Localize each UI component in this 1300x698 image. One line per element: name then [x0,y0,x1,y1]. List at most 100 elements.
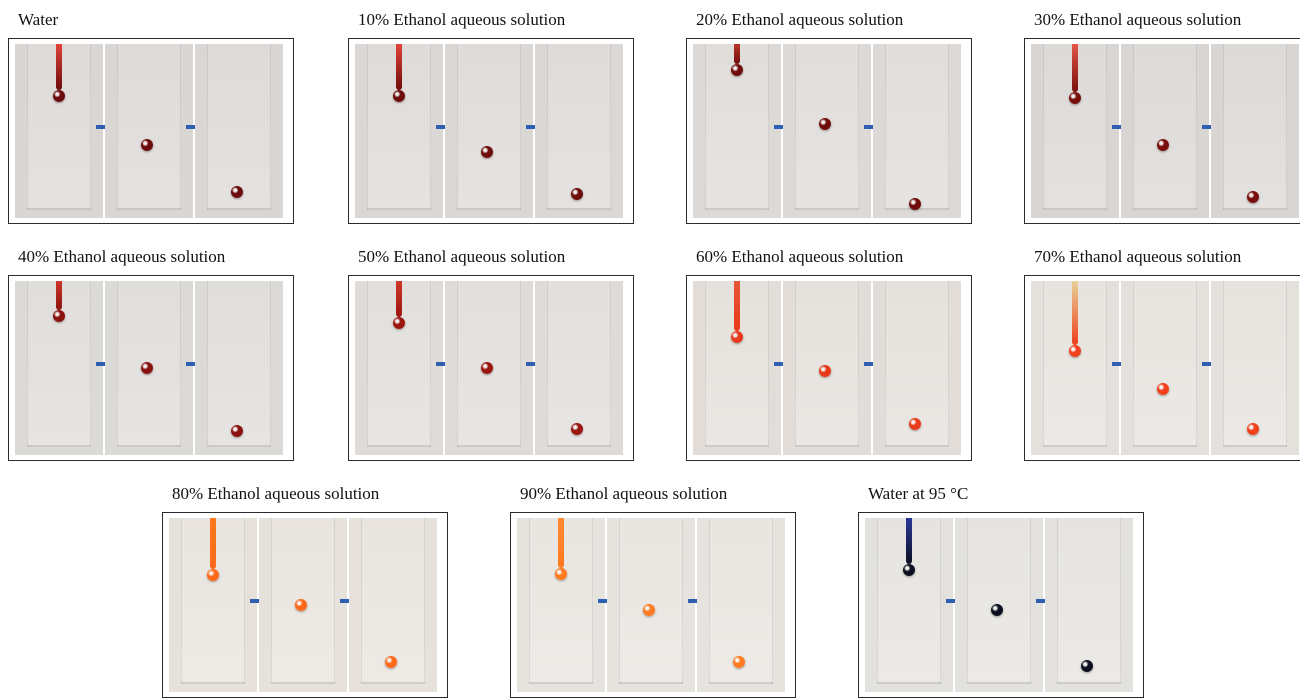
panel-label: 20% Ethanol aqueous solution [696,10,904,29]
slide-edge [705,445,769,447]
pipette-tip [396,281,402,317]
droplet [643,604,656,617]
slide-edge [181,682,245,684]
droplet [819,118,832,131]
glass-slide [207,281,271,447]
pipette-tip [210,518,216,570]
slide-photo [783,281,871,455]
slide-photo [15,281,103,455]
slide-photo [445,281,533,455]
glass-slide [457,44,521,210]
slide-photo [517,518,605,692]
panel-label: Water [18,10,59,29]
photo-frame [1024,38,1300,224]
slide-photo [1211,44,1299,218]
droplet [909,198,922,211]
panel-label: 80% Ethanol aqueous solution [172,484,380,503]
slide-edge [207,445,271,447]
slide-photo [349,518,437,692]
photo-background [445,44,533,218]
glass-slide [1223,281,1287,447]
slide-photo [693,44,781,218]
pipette-tip [1072,281,1078,345]
slide-photo [1121,44,1209,218]
slide-photo [1045,518,1133,692]
photo-frame [348,275,634,461]
slide-edge [27,208,91,210]
slide-photo [697,518,785,692]
panel-label: 60% Ethanol aqueous solution [696,247,904,266]
slide-edge [207,208,271,210]
slide-photo [195,44,283,218]
slide-edge [877,682,941,684]
slide-photo [1031,44,1119,218]
slide-edge [1223,445,1287,447]
droplet [909,417,922,430]
slide-edge [795,208,859,210]
slide-photo [1121,281,1209,455]
slide-edge [361,682,425,684]
droplet [481,362,494,374]
slide-edge [1133,445,1197,447]
droplet [819,365,832,378]
panel-label: 90% Ethanol aqueous solution [520,484,728,503]
photo-background [1211,44,1299,218]
photo-background [1121,281,1209,455]
droplet [231,185,244,198]
droplet [903,564,915,577]
photo-frame [348,38,634,224]
slide-edge [967,682,1031,684]
pipette-tip [734,44,740,65]
slide-edge [529,682,593,684]
glass-slide [1223,44,1287,210]
pipette-tip [1072,44,1078,92]
slide-photo [105,281,193,455]
photo-frame [1024,275,1300,461]
droplet [1247,422,1260,435]
photo-background [873,44,961,218]
photo-background [783,44,871,218]
pipette-tip [56,44,62,91]
pipette-tip [734,281,740,331]
slide-photo [865,518,953,692]
glass-slide [619,518,683,684]
pipette-tip [396,44,402,91]
slide-edge [457,445,521,447]
glass-slide [547,44,611,210]
droplet [141,138,154,151]
glass-slide [1133,281,1197,447]
droplet [1157,138,1170,151]
slide-photo [259,518,347,692]
panel-label: 40% Ethanol aqueous solution [18,247,226,266]
slide-edge [547,445,611,447]
slide-photo [783,44,871,218]
slide-photo [1211,281,1299,455]
droplet [393,90,405,103]
panel-label: 50% Ethanol aqueous solution [358,247,566,266]
droplet [231,424,244,437]
slide-edge [619,682,683,684]
slide-photo [169,518,257,692]
droplet [393,316,405,329]
droplet [733,656,746,669]
glass-slide [885,44,949,210]
photo-frame [510,512,796,698]
slide-photo [105,44,193,218]
slide-photo [873,281,961,455]
glass-slide [795,281,859,447]
slide-edge [1057,682,1121,684]
slide-photo [355,281,443,455]
droplet [991,604,1004,617]
slide-edge [709,682,773,684]
glass-slide [207,44,271,210]
glass-slide [709,518,773,684]
slide-edge [271,682,335,684]
droplet [207,569,219,582]
droplet [141,362,154,374]
slide-edge [367,208,431,210]
slide-edge [27,445,91,447]
droplet [1157,382,1170,395]
glass-slide [1057,518,1121,684]
photo-frame [8,38,294,224]
slide-edge [117,208,181,210]
